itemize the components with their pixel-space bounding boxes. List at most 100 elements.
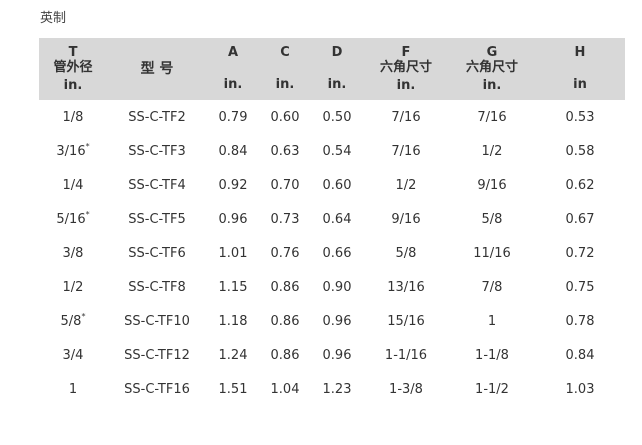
cell-f: 7/16	[391, 143, 421, 159]
header-model: 型 号	[107, 38, 207, 100]
header-f-hex: F 六角尺寸 in.	[363, 38, 449, 100]
cell-tube-od: 1/2	[39, 270, 107, 304]
cell-tube-od: 3/16*	[39, 134, 107, 168]
table-row: 5/16* SS-C-TF5 0.96 0.73 0.64 9/16 5/8 0.67	[39, 202, 625, 236]
cell-a: 1.01	[218, 245, 248, 261]
cell-model: SS-C-TF3	[128, 143, 186, 159]
cell-d: 0.64	[322, 211, 352, 227]
cell-g: 1/2	[481, 143, 503, 159]
table-row: 1/2 SS-C-TF8 1.15 0.86 0.90 13/16 7/8 0.75	[39, 270, 625, 304]
cell-c: 0.70	[270, 177, 300, 193]
tube-od-value: 3/8	[62, 245, 84, 261]
cell-d: 0.54	[322, 143, 352, 159]
tube-od-value: 3/4	[62, 347, 84, 363]
table-body: 1/8 SS-C-TF2 0.79 0.60 0.50 7/16 7/16 0.53 3/16*…	[39, 100, 625, 406]
cell-d: 0.50	[322, 109, 352, 125]
table-row: 5/8* SS-C-TF10 1.18 0.86 0.96 15/16 1 0.78	[39, 304, 625, 338]
cell-a: 0.96	[218, 211, 248, 227]
header-d: D in.	[311, 38, 363, 100]
tube-od-value: 1	[68, 381, 78, 397]
cell-f: 1/2	[395, 177, 417, 193]
cell-model: SS-C-TF5	[128, 211, 186, 227]
header-tube-od: T 管外径 in.	[39, 38, 107, 100]
cell-c: 0.76	[270, 245, 300, 261]
table-row: 3/16* SS-C-TF3 0.84 0.63 0.54 7/16 1/2 0.58	[39, 134, 625, 168]
cell-c: 0.86	[270, 313, 300, 329]
cell-f: 15/16	[387, 313, 425, 329]
cell-g: 1-1/2	[475, 381, 509, 397]
cell-g: 9/16	[477, 177, 507, 193]
cell-c: 0.86	[270, 347, 300, 363]
cell-tube-od: 1/4	[39, 168, 107, 202]
cell-tube-od: 5/8*	[39, 304, 107, 338]
cell-c: 1.04	[270, 381, 300, 397]
header-c: C in.	[259, 38, 311, 100]
cell-f: 7/16	[391, 109, 421, 125]
asterisk-mark: *	[81, 311, 86, 321]
header-row: T 管外径 in. 型 号 A in. C in. D in.	[39, 38, 625, 100]
cell-g: 7/16	[477, 109, 507, 125]
cell-h: 0.62	[565, 177, 595, 193]
fitting-spec-table: T 管外径 in. 型 号 A in. C in. D in.	[39, 38, 625, 406]
tube-od-value: 3/16	[56, 143, 86, 159]
cell-model: SS-C-TF2	[128, 109, 186, 125]
cell-g: 5/8	[481, 211, 503, 227]
tube-od-value: 5/8	[60, 313, 82, 329]
asterisk-mark: *	[85, 141, 90, 151]
cell-d: 0.66	[322, 245, 352, 261]
cell-h: 0.75	[565, 279, 595, 295]
cell-c: 0.73	[270, 211, 300, 227]
cell-d: 0.90	[322, 279, 352, 295]
cell-d: 0.60	[322, 177, 352, 193]
cell-f: 1-1/16	[384, 347, 428, 363]
tube-od-value: 1/2	[62, 279, 84, 295]
cell-tube-od: 3/8	[39, 236, 107, 270]
cell-d: 0.96	[322, 313, 352, 329]
header-g-hex: G 六角尺寸 in.	[449, 38, 535, 100]
cell-a: 1.51	[218, 381, 248, 397]
cell-h: 0.78	[565, 313, 595, 329]
tube-od-value: 1/4	[62, 177, 84, 193]
table-caption: 英制	[40, 11, 67, 26]
header-a: A in.	[207, 38, 259, 100]
asterisk-mark: *	[85, 209, 90, 219]
cell-model: SS-C-TF8	[128, 279, 186, 295]
cell-model: SS-C-TF12	[124, 347, 190, 363]
cell-g: 11/16	[473, 245, 511, 261]
cell-f: 1-3/8	[389, 381, 423, 397]
cell-model: SS-C-TF6	[128, 245, 186, 261]
cell-h: 0.58	[565, 143, 595, 159]
cell-model: SS-C-TF10	[124, 313, 190, 329]
cell-f: 9/16	[391, 211, 421, 227]
cell-d: 0.96	[322, 347, 352, 363]
cell-a: 0.92	[218, 177, 248, 193]
cell-a: 1.18	[218, 313, 248, 329]
cell-h: 0.67	[565, 211, 595, 227]
cell-h: 0.84	[565, 347, 595, 363]
cell-f: 5/8	[395, 245, 417, 261]
cell-c: 0.60	[270, 109, 300, 125]
table-row: 1/8 SS-C-TF2 0.79 0.60 0.50 7/16 7/16 0.53	[39, 100, 625, 134]
cell-h: 0.72	[565, 245, 595, 261]
tube-od-value: 1/8	[62, 109, 84, 125]
cell-model: SS-C-TF16	[124, 381, 190, 397]
cell-d: 1.23	[322, 381, 352, 397]
cell-tube-od: 3/4	[39, 338, 107, 372]
cell-tube-od: 1	[39, 372, 107, 406]
cell-tube-od: 1/8	[39, 100, 107, 134]
cell-c: 0.63	[270, 143, 300, 159]
table-row: 1/4 SS-C-TF4 0.92 0.70 0.60 1/2 9/16 0.62	[39, 168, 625, 202]
cell-a: 0.79	[218, 109, 248, 125]
header-h: H in	[535, 38, 625, 100]
cell-a: 1.24	[218, 347, 248, 363]
cell-h: 1.03	[565, 381, 595, 397]
tube-od-value: 5/16	[56, 211, 86, 227]
table-row: 1 SS-C-TF16 1.51 1.04 1.23 1-3/8 1-1/2 1.03	[39, 372, 625, 406]
table-row: 3/4 SS-C-TF12 1.24 0.86 0.96 1-1/16 1-1/8 0.84	[39, 338, 625, 372]
table-row: 3/8 SS-C-TF6 1.01 0.76 0.66 5/8 11/16 0.72	[39, 236, 625, 270]
cell-g: 7/8	[481, 279, 503, 295]
cell-g: 1-1/8	[475, 347, 509, 363]
cell-c: 0.86	[270, 279, 300, 295]
cell-model: SS-C-TF4	[128, 177, 186, 193]
cell-a: 0.84	[218, 143, 248, 159]
